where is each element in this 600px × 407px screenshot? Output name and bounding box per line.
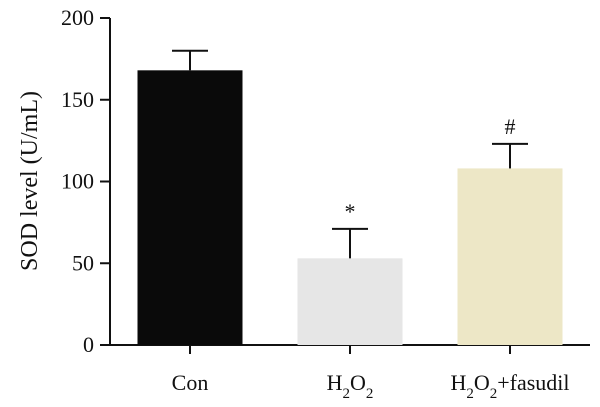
significance-annotations: *# xyxy=(345,114,516,224)
bars xyxy=(137,70,563,345)
significance-mark: * xyxy=(345,199,356,224)
x-category-label: H2O2 xyxy=(327,370,374,402)
y-tick-label: 0 xyxy=(83,332,94,357)
significance-mark: # xyxy=(505,114,516,139)
y-ticks: 0 50 100 150 200 xyxy=(61,5,110,357)
y-tick-label: 150 xyxy=(61,87,94,112)
y-tick-label: 200 xyxy=(61,5,94,30)
x-category-label: Con xyxy=(172,370,209,395)
bar xyxy=(137,70,243,345)
x-category-labels: Con H2O2 H2O2+fasudil xyxy=(172,370,570,402)
error-bars xyxy=(172,49,528,259)
bar xyxy=(457,168,563,345)
bar xyxy=(297,258,403,345)
y-tick-label: 50 xyxy=(72,250,94,275)
x-category-label: H2O2+fasudil xyxy=(450,370,569,402)
y-tick-label: 100 xyxy=(61,169,94,194)
y-axis-label: SOD level (U/mL) xyxy=(17,91,43,271)
